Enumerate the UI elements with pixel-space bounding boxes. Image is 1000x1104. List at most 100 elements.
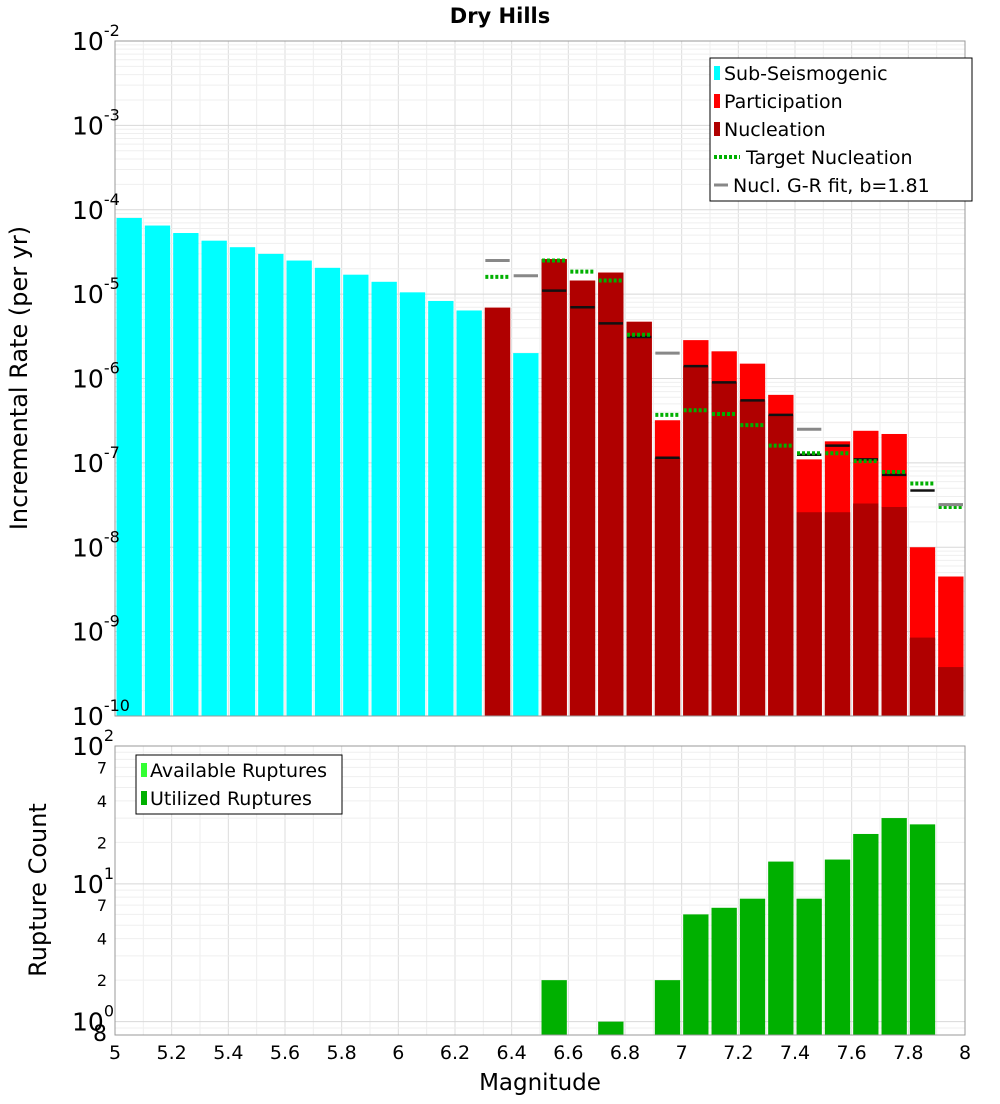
nucleation-bar [881,506,907,716]
legend-label-target-nucleation: Target Nucleation [745,147,913,169]
utilized-ruptures-bar [654,980,681,1035]
sub-seismogenic-bar [116,217,142,716]
top-y-tick-label: 10-9 [72,612,120,647]
x-tick-label: 6 [392,1042,404,1064]
top-y-tick-label: 10-7 [72,443,120,478]
legend-label-nucleation: Nucleation [724,119,826,141]
nucleation-bar [796,512,822,716]
top-y-tick-label: 10-8 [72,527,120,562]
bottom-y-minor-tick-label: 2 [97,833,107,852]
x-tick-label: 6.4 [497,1042,527,1064]
x-axis-label: Magnitude [479,1070,601,1096]
bottom-gridlines [114,746,966,1036]
legend-swatch-sub-seismogenic [714,66,720,80]
utilized-ruptures-bar [824,859,851,1035]
nucleation-bar [598,272,624,716]
top-plot-markers [485,258,963,509]
utilized-ruptures-bar [541,980,567,1035]
sub-seismogenic-bar [399,292,426,716]
x-tick-label: 7.4 [780,1042,810,1064]
bottom-y-tick-labels: 100 101 102 8 2 4 7 2 4 7 [72,726,114,1047]
utilized-ruptures-bar [598,1021,624,1035]
x-tick-labels: 5 5.2 5.4 5.6 5.8 6 6.2 6.4 6.6 6.8 7 7.2 7.4 7.6 7.8 8 [109,1042,971,1064]
nucleation-bar [654,457,681,716]
top-plot-frame [114,40,966,717]
bottom-y-minor-tick-label: 7 [97,896,107,915]
x-tick-label: 7.6 [837,1042,867,1064]
nucleation-bar [569,280,596,716]
top-y-tick-label: 10-10 [72,696,130,731]
top-y-tick-label: 10-2 [72,21,120,56]
sub-seismogenic-bar [201,240,227,717]
sub-seismogenic-bar [371,281,397,716]
bottom-y-major-tick-label: 101 [72,864,114,899]
legend-swatch-utilized-ruptures [141,791,147,805]
top-y-tick-label: 10-6 [72,359,120,394]
legend-label-available-ruptures: Available Ruptures [150,760,327,782]
x-tick-label: 5.4 [213,1042,243,1064]
top-y-tick-label: 10-4 [72,190,120,225]
sub-seismogenic-bar [343,274,369,716]
bottom-plot-bars [541,818,936,1035]
nucleation-bar [541,259,567,716]
utilized-ruptures-bar [711,907,737,1035]
nucleation-bar [626,321,652,716]
sub-seismogenic-bar [428,300,454,716]
x-tick-label: 6.8 [610,1042,640,1064]
sub-seismogenic-bar [144,225,171,716]
x-tick-label: 7 [676,1042,688,1064]
sub-seismogenic-bar [286,260,312,716]
x-tick-label: 5.2 [157,1042,187,1064]
nucleation-bar [768,414,794,716]
nucleation-bar [853,503,879,716]
chart-title: Dry Hills [450,4,550,28]
legend-swatch-available-ruptures [141,763,147,777]
nucleation-bar [739,400,766,716]
utilized-ruptures-bar [909,824,936,1035]
sub-seismogenic-bar [173,233,199,716]
x-tick-label: 8 [959,1042,971,1064]
utilized-ruptures-bar [881,818,907,1035]
bottom-legend-box [135,754,343,815]
top-legend: Sub-Seismogenic Participation Nucleation… [709,57,973,202]
nucleation-bar [711,382,737,716]
bottom-y-major-tick-label: 100 [72,1002,114,1037]
bottom-y-minor-tick-label: 4 [97,792,107,811]
x-tick-label: 5.6 [270,1042,300,1064]
top-plot-bars [116,217,964,717]
bottom-y-minor-tick-label: 7 [97,758,107,777]
legend-swatch-nucleation [714,122,720,136]
utilized-ruptures-bar [768,861,794,1035]
top-y-tick-label: 10-5 [72,274,120,309]
sub-seismogenic-bar [229,247,256,716]
top-y-tick-label: 10-3 [72,105,120,140]
legend-label-utilized-ruptures: Utilized Ruptures [150,788,312,810]
utilized-ruptures-bar [796,898,822,1035]
bottom-y-minor-tick-label: 4 [97,930,107,949]
nucleation-bar [683,366,709,716]
sub-seismogenic-bar [456,310,482,716]
bottom-y-axis-label: Rupture Count [24,803,52,977]
bottom-y-minor-tick-label: 2 [97,971,107,990]
nucleation-bar [938,667,964,716]
x-tick-label: 7.8 [893,1042,923,1064]
legend-label-participation: Participation [724,91,843,113]
x-tick-label: 5 [109,1042,121,1064]
bottom-y-minor-tick-label: 8 [93,1022,107,1047]
legend-label-gr-fit: Nucl. G-R fit, b=1.81 [733,175,930,197]
x-tick-label: 5.8 [327,1042,357,1064]
legend-swatch-participation [714,94,720,108]
nucleation-bar [909,637,936,716]
bottom-y-major-tick-label: 102 [72,726,114,761]
x-tick-label: 6.6 [553,1042,583,1064]
utilized-ruptures-bar [853,833,879,1035]
top-y-axis-label: Incremental Rate (per yr) [5,226,33,530]
sub-seismogenic-bar [314,267,341,716]
sub-seismogenic-bar [513,353,539,716]
bottom-plot-frame [114,745,966,1036]
utilized-ruptures-bar [739,898,766,1035]
top-legend-box [709,57,973,202]
nucleation-bar [824,512,851,716]
